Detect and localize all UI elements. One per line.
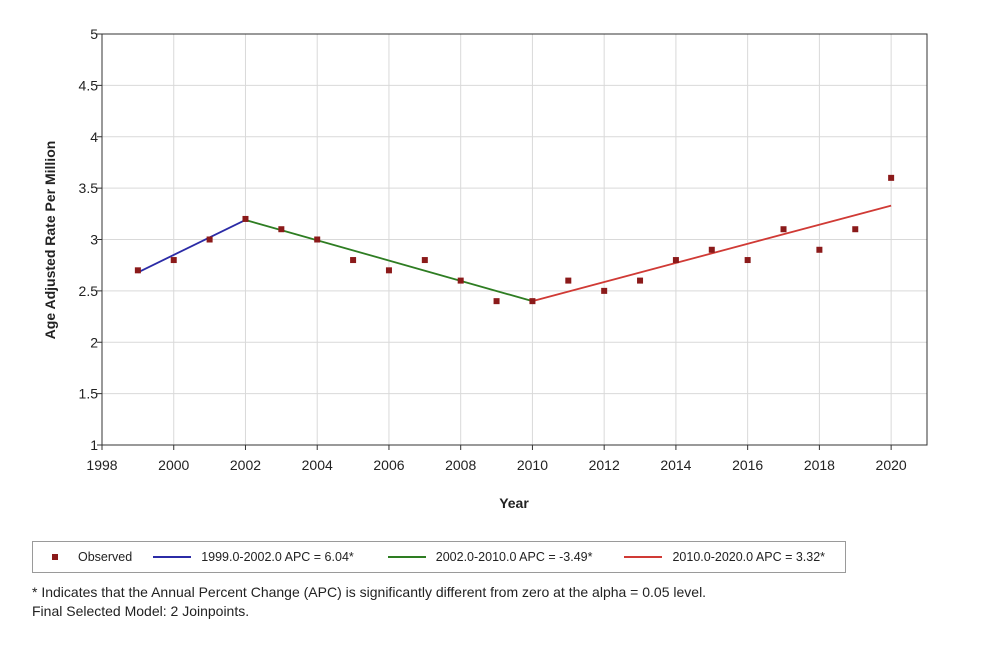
trend-segment-2 xyxy=(245,219,533,303)
observed-point xyxy=(385,267,392,274)
y-tick-label: 2.5 xyxy=(79,283,99,299)
footnote-model: Final Selected Model: 2 Joinpoints. xyxy=(32,603,250,619)
y-tick-label: 5 xyxy=(90,26,98,42)
observed-point xyxy=(637,277,644,284)
x-axis-ticks: 1998 2000 2002 2004 2006 2008 2010 2012 2014 2016… xyxy=(86,445,907,473)
y-axis-label: Age Adjusted Rate Per Million xyxy=(42,141,58,340)
footnote: * Indicates that the Annual Percent Chan… xyxy=(32,583,706,621)
legend-item-observed: Observed xyxy=(52,550,132,564)
observed-point xyxy=(134,267,141,274)
observed-point xyxy=(457,277,464,284)
legend-label-segment-2: 2002.0-2010.0 APC = -3.49* xyxy=(435,550,593,564)
x-tick-label: 2014 xyxy=(660,457,691,473)
observed-point xyxy=(708,246,715,253)
y-axis-ticks: 1 1.5 2 2.5 3 3.5 4 4.5 5 xyxy=(79,26,102,453)
observed-point xyxy=(314,236,321,243)
y-tick-label: 4.5 xyxy=(79,77,99,93)
legend-label-observed: Observed xyxy=(78,550,133,564)
trend-segment-3 xyxy=(532,204,892,303)
joinpoint-chart: 1998 2000 2002 2004 2006 2008 2010 2012 2014 2016… xyxy=(42,26,928,511)
x-tick-label: 2006 xyxy=(373,457,404,473)
x-tick-label: 2016 xyxy=(732,457,763,473)
observed-marker-icon xyxy=(52,554,58,560)
legend-label-segment-3: 2010.0-2020.0 APC = 3.32* xyxy=(672,550,826,564)
y-tick-label: 1.5 xyxy=(79,386,99,402)
segment-3-line-icon xyxy=(624,556,663,558)
observed-points xyxy=(134,174,895,305)
observed-point xyxy=(529,298,536,305)
y-tick-label: 3.5 xyxy=(79,180,99,196)
observed-point xyxy=(170,257,177,264)
legend: Observed 1999.0-2002.0 APC = 6.04* 2002.… xyxy=(32,541,846,573)
footnote-significance: * Indicates that the Annual Percent Chan… xyxy=(32,584,707,600)
y-tick-label: 4 xyxy=(90,129,98,145)
x-tick-label: 2002 xyxy=(230,457,261,473)
legend-item-segment-2: 2002.0-2010.0 APC = -3.49* xyxy=(387,550,593,564)
y-tick-label: 1 xyxy=(90,437,98,453)
legend-item-segment-1: 1999.0-2002.0 APC = 6.04* xyxy=(153,550,354,564)
x-tick-label: 2000 xyxy=(158,457,189,473)
observed-point xyxy=(242,215,249,222)
x-tick-label: 2004 xyxy=(302,457,333,473)
y-tick-label: 3 xyxy=(90,232,98,248)
observed-point xyxy=(565,277,572,284)
trend-lines xyxy=(137,204,892,303)
segment-2-line-icon xyxy=(387,556,426,558)
observed-point xyxy=(672,257,679,264)
y-tick-label: 2 xyxy=(90,334,98,350)
x-tick-label: 2020 xyxy=(876,457,907,473)
observed-point xyxy=(278,226,285,233)
observed-point xyxy=(852,226,859,233)
observed-point xyxy=(888,174,895,181)
observed-point xyxy=(421,257,428,264)
x-tick-label: 2012 xyxy=(589,457,620,473)
x-tick-label: 2018 xyxy=(804,457,835,473)
x-tick-label: 2008 xyxy=(445,457,476,473)
grid-lines xyxy=(101,33,927,446)
observed-point xyxy=(816,246,823,253)
observed-point xyxy=(493,298,500,305)
observed-point xyxy=(780,226,787,233)
observed-point xyxy=(601,287,608,294)
x-tick-label: 1998 xyxy=(86,457,117,473)
segment-1-line-icon xyxy=(153,556,192,558)
trend-segment-1 xyxy=(137,219,246,274)
observed-point xyxy=(350,257,357,264)
x-axis-label: Year xyxy=(499,495,529,511)
observed-point xyxy=(744,257,751,264)
legend-item-segment-3: 2010.0-2020.0 APC = 3.32* xyxy=(624,550,825,564)
legend-label-segment-1: 1999.0-2002.0 APC = 6.04* xyxy=(201,550,354,564)
x-tick-label: 2010 xyxy=(517,457,548,473)
observed-point xyxy=(206,236,213,243)
